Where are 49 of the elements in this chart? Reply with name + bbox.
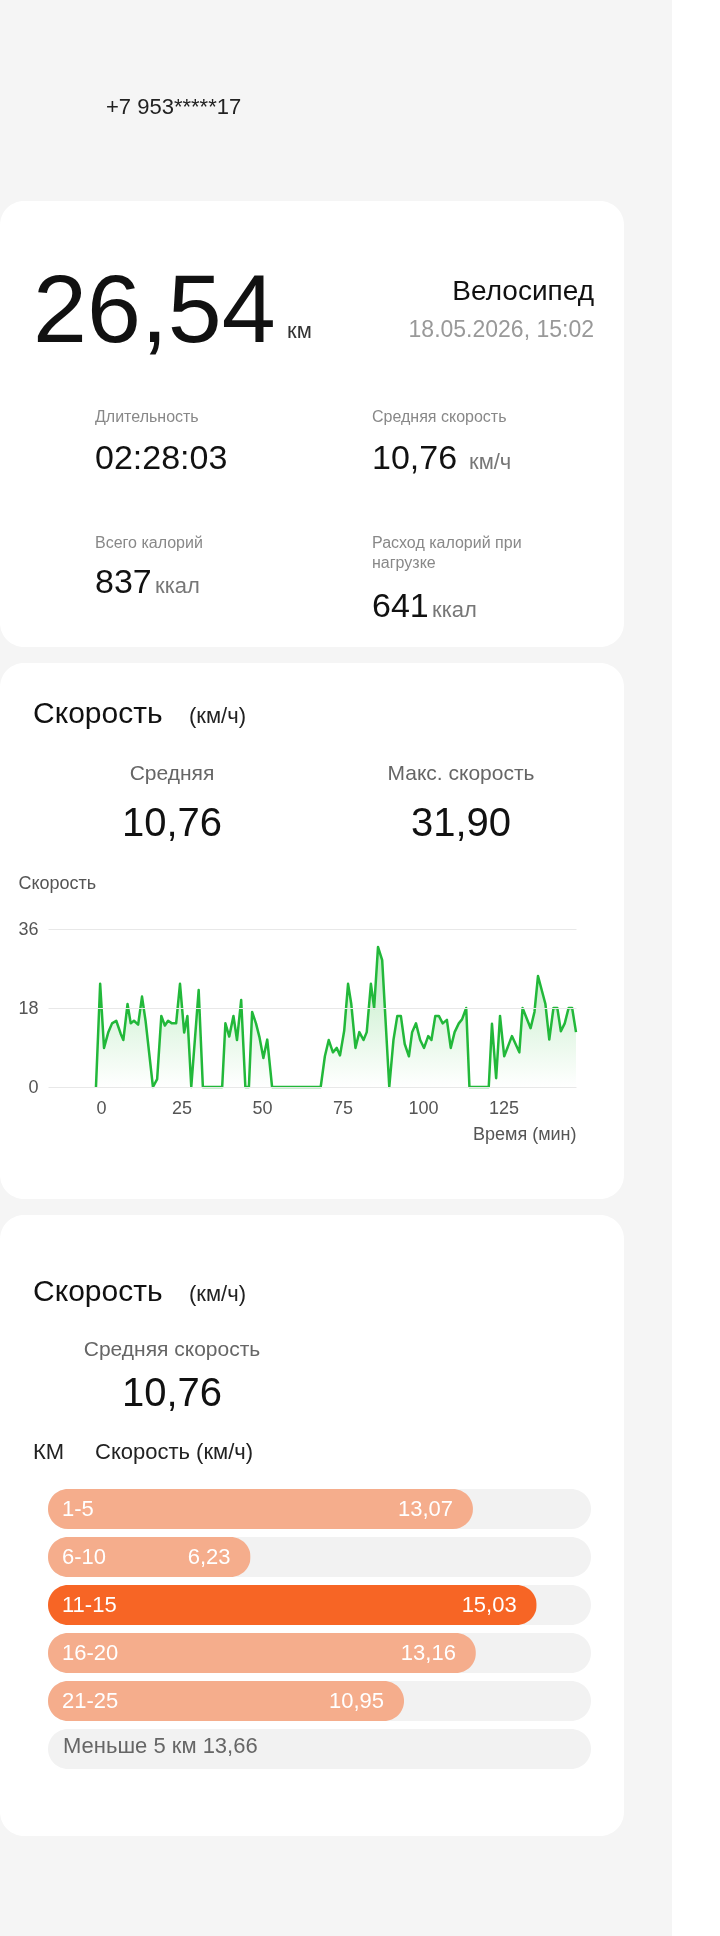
- y-tick-label: 36: [18, 918, 39, 939]
- text: 31,90: [410, 800, 512, 844]
- text: км/ч: [469, 449, 512, 474]
- x-tick-label: 50: [252, 1097, 273, 1118]
- text: +7 953*****17: [106, 94, 242, 119]
- y-tick-label: 0: [28, 1076, 39, 1097]
- text: Всего калорий: [95, 534, 203, 551]
- text: Меньше 5 км 13,66: [63, 1733, 258, 1758]
- x-tick-label: 125: [489, 1097, 520, 1118]
- x-tick-label: 100: [408, 1097, 439, 1118]
- text: 837: [95, 562, 152, 600]
- x-tick-label: 25: [172, 1097, 193, 1118]
- text: Расход калорий при нагрузке: [372, 534, 522, 571]
- y-tick-label: 16-20: [62, 1640, 119, 1665]
- text: 10,76: [372, 438, 458, 476]
- text: 26,54: [33, 254, 276, 363]
- text: Средняя скорость: [372, 408, 507, 425]
- text: км: [287, 318, 312, 343]
- text: 10,76: [121, 1370, 223, 1414]
- data-label: 15,03: [461, 1592, 517, 1617]
- data-label: 10,95: [328, 1688, 385, 1713]
- text: Длительность: [95, 408, 199, 425]
- chart-subtitle: (км/ч): [189, 1281, 246, 1306]
- x-axis-title: Скорость (км/ч): [95, 1439, 254, 1464]
- text: Средняя скорость: [83, 1337, 261, 1360]
- text: 10,76: [121, 800, 223, 844]
- text: ккал: [155, 573, 200, 598]
- data-label: 6,23: [187, 1544, 231, 1569]
- chart-title: Скорость: [33, 696, 163, 729]
- text: 18.05.2026, 15:02: [408, 316, 594, 342]
- y-axis-title: КМ: [33, 1439, 65, 1464]
- y-tick-label: 6-10: [62, 1544, 107, 1569]
- data-label: 13,07: [397, 1496, 453, 1521]
- text: 641: [372, 586, 429, 624]
- y-tick-label: 21-25: [62, 1688, 119, 1713]
- y-axis-title: Скорость: [18, 872, 97, 893]
- text: ккал: [432, 597, 477, 622]
- x-tick-label: 75: [333, 1097, 354, 1118]
- text: 02:28:03: [95, 438, 228, 476]
- text: Средняя: [129, 761, 215, 784]
- chart-subtitle: (км/ч): [189, 703, 246, 728]
- text: Велосипед: [452, 275, 594, 306]
- chart-title: Скорость: [33, 1274, 163, 1307]
- y-tick-label: 1-5: [62, 1496, 94, 1521]
- y-tick-label: 18: [18, 997, 39, 1018]
- y-tick-label: 11-15: [62, 1592, 117, 1617]
- x-axis-title: Время (мин): [472, 1123, 577, 1144]
- text: Макс. скорость: [387, 761, 535, 784]
- data-label: 13,16: [400, 1640, 456, 1665]
